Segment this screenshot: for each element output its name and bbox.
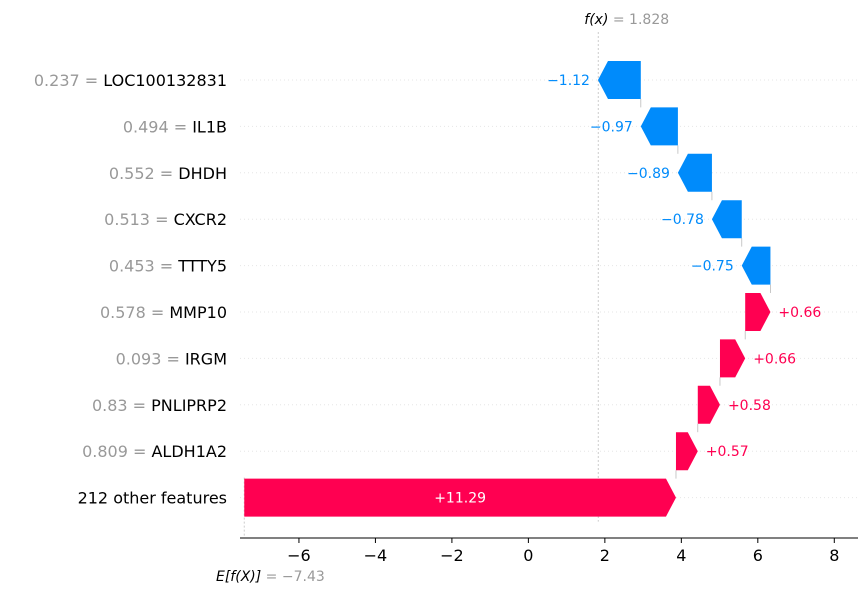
feature-value: 0.83 = bbox=[92, 396, 151, 415]
x-tick-label: 4 bbox=[676, 546, 686, 565]
feature-value: 0.578 = bbox=[100, 303, 169, 322]
contribution-bar bbox=[697, 385, 720, 424]
fx-label: f(x) = 1.828 bbox=[584, 12, 669, 28]
contribution-label: +0.58 bbox=[728, 398, 771, 414]
feature-value: 0.513 = bbox=[104, 210, 173, 229]
contribution-bar bbox=[745, 293, 771, 331]
x-tick-label: 6 bbox=[753, 546, 763, 565]
x-tick-label: −2 bbox=[440, 546, 464, 565]
feature-name: TTTY5 bbox=[177, 257, 227, 276]
feature-name: LOC100132831 bbox=[103, 71, 227, 90]
feature-name: MMP10 bbox=[169, 303, 227, 322]
feature-value: 0.809 = bbox=[82, 442, 151, 461]
feature-label: 0.494 = IL1B bbox=[123, 117, 227, 136]
contribution-bar bbox=[640, 107, 678, 146]
feature-label: 0.83 = PNLIPRP2 bbox=[92, 396, 227, 415]
feature-value: 0.494 = bbox=[123, 117, 192, 136]
feature-name: PNLIPRP2 bbox=[151, 396, 227, 415]
x-tick-label: 0 bbox=[523, 546, 533, 565]
feature-label: 0.237 = LOC100132831 bbox=[34, 71, 227, 90]
contribution-bar bbox=[719, 339, 746, 378]
contribution-bar bbox=[597, 61, 641, 99]
feature-value: 0.552 = bbox=[109, 164, 178, 183]
fx-prefix: f(x) bbox=[584, 12, 613, 28]
feature-name: IRGM bbox=[185, 349, 227, 368]
x-tick-label: 2 bbox=[600, 546, 610, 565]
feature-label: 0.809 = ALDH1A2 bbox=[82, 442, 227, 461]
x-tick-label: −4 bbox=[364, 546, 388, 565]
bars-layer bbox=[244, 61, 771, 517]
feature-name: IL1B bbox=[192, 117, 227, 136]
efx-prefix: E[f(X)] bbox=[216, 569, 266, 585]
contribution-label: +11.29 bbox=[434, 491, 486, 507]
fx-value: = 1.828 bbox=[613, 12, 669, 28]
contribution-label: +0.66 bbox=[753, 351, 796, 367]
feature-label: 0.578 = MMP10 bbox=[100, 303, 227, 322]
feature-label: 0.093 = IRGM bbox=[116, 349, 227, 368]
labels-layer: 0.237 = LOC100132831 −1.12 0.494 = IL1B −0.… bbox=[34, 71, 822, 508]
contribution-bar bbox=[711, 200, 742, 239]
contribution-label: +0.57 bbox=[706, 444, 749, 460]
feature-label: 212 other features bbox=[78, 489, 227, 508]
grid-layer bbox=[240, 32, 858, 538]
contribution-bar bbox=[244, 478, 676, 517]
contribution-label: −0.78 bbox=[661, 212, 704, 228]
feature-name: 212 other features bbox=[78, 489, 227, 508]
x-tick-label: −6 bbox=[287, 546, 311, 565]
contribution-label: −0.89 bbox=[627, 166, 670, 182]
feature-value: 0.093 = bbox=[116, 349, 185, 368]
contribution-label: +0.66 bbox=[778, 305, 821, 321]
feature-label: 0.552 = DHDH bbox=[109, 164, 227, 183]
contribution-label: −0.75 bbox=[691, 259, 734, 275]
feature-label: 0.513 = CXCR2 bbox=[104, 210, 227, 229]
contribution-label: −0.97 bbox=[590, 119, 633, 135]
contribution-bar bbox=[675, 432, 698, 471]
efx-value: = −7.43 bbox=[266, 569, 325, 585]
feature-label: 0.453 = TTTY5 bbox=[109, 257, 227, 276]
feature-value: 0.237 = bbox=[34, 71, 103, 90]
feature-name: DHDH bbox=[178, 164, 227, 183]
contribution-bar bbox=[677, 153, 712, 192]
efx-label: E[f(X)] = −7.43 bbox=[216, 569, 325, 585]
x-axis: −6 −4 −2 0 2 4 6 8 bbox=[240, 537, 858, 565]
feature-name: ALDH1A2 bbox=[151, 442, 227, 461]
x-tick-label: 8 bbox=[829, 546, 839, 565]
feature-name: CXCR2 bbox=[174, 210, 227, 229]
contribution-label: −1.12 bbox=[547, 73, 590, 89]
contribution-bar bbox=[741, 246, 771, 285]
feature-value: 0.453 = bbox=[109, 257, 178, 276]
